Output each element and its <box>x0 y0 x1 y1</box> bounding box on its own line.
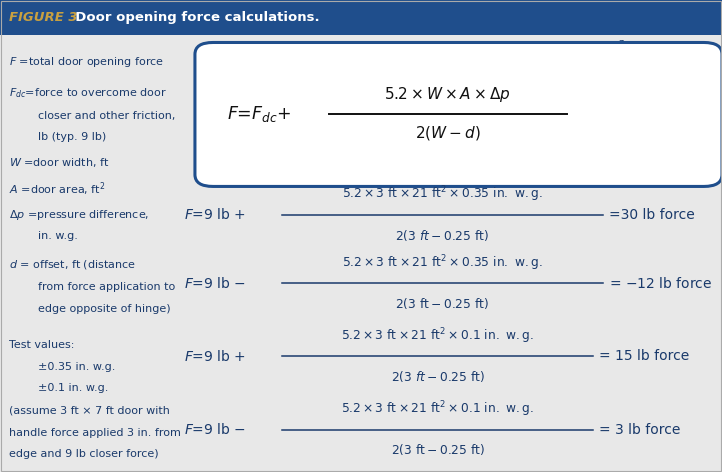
Text: Test values:: Test values: <box>9 339 74 350</box>
Text: from force application to: from force application to <box>38 282 175 292</box>
Text: $5.2\times 3\ \mathrm{ft}\times 21\ \mathrm{ft}^2\times 0.1\ \mathrm{in.\ w.g.}$: $5.2\times 3\ \mathrm{ft}\times 21\ \mat… <box>341 326 534 346</box>
Text: ±0.1 in. w.g.: ±0.1 in. w.g. <box>38 383 108 393</box>
Text: $\mathit{F}$=9 lb $+$: $\mathit{F}$=9 lb $+$ <box>184 207 246 222</box>
Text: $\mathit{W}$ =door width, ft: $\mathit{W}$ =door width, ft <box>9 156 109 169</box>
Text: (assume 3 ft × 7 ft door with: (assume 3 ft × 7 ft door with <box>9 405 170 416</box>
Text: $\mathit{F}$=9 lb $+$: $\mathit{F}$=9 lb $+$ <box>184 349 246 364</box>
Text: $\mathit{F}_{dc}$=force to overcome door: $\mathit{F}_{dc}$=force to overcome door <box>9 86 167 100</box>
FancyBboxPatch shape <box>195 42 722 186</box>
FancyBboxPatch shape <box>0 0 722 35</box>
Text: handle force applied 3 in. from: handle force applied 3 in. from <box>9 428 180 438</box>
Text: = 15 lb force: = 15 lb force <box>599 349 690 363</box>
Text: $2(\mathit{W}-d)$: $2(\mathit{W}-d)$ <box>414 124 481 142</box>
Text: $2(3\ \mathit{ft}-0.25\ \mathrm{ft})$: $2(3\ \mathit{ft}-0.25\ \mathrm{ft})$ <box>395 228 489 243</box>
Text: = $-$12 lb force: = $-$12 lb force <box>609 276 712 291</box>
Text: $\mathit{F}$=9 lb $-$: $\mathit{F}$=9 lb $-$ <box>184 422 246 437</box>
Text: $2(3\ \mathrm{ft}-0.25\ \mathrm{ft})$: $2(3\ \mathrm{ft}-0.25\ \mathrm{ft})$ <box>395 296 489 311</box>
Text: FIGURE 3: FIGURE 3 <box>9 11 78 24</box>
Text: 2019 ASHRAE Handbook–HVAC Applications: 2019 ASHRAE Handbook–HVAC Applications <box>220 44 466 55</box>
Text: edge and 9 lb closer force): edge and 9 lb closer force) <box>9 449 158 459</box>
Text: $5.2\times 3\ \mathrm{ft}\times 21\ \mathrm{ft}^2\times 0.35\ \mathrm{in.\ w.g.}: $5.2\times 3\ \mathrm{ft}\times 21\ \mat… <box>342 253 542 273</box>
Text: $5.2\times 3\ \mathrm{ft}\times 21\ \mathrm{ft}^2\times 0.35\ \mathrm{in.\ w.g.}: $5.2\times 3\ \mathrm{ft}\times 21\ \mat… <box>342 185 542 204</box>
Text: closer and other friction,: closer and other friction, <box>38 110 175 121</box>
Text: $\mathit{F}$ =total door opening force: $\mathit{F}$ =total door opening force <box>9 55 164 69</box>
Text: in. w.g.: in. w.g. <box>38 231 77 241</box>
Text: $\mathit{A}$ =door area, ft$^2$: $\mathit{A}$ =door area, ft$^2$ <box>9 180 105 198</box>
Text: $\mathit{d}$ = offset, ft (distance: $\mathit{d}$ = offset, ft (distance <box>9 258 136 271</box>
Text: $2(3\ \mathrm{ft}-0.25\ \mathrm{ft})$: $2(3\ \mathrm{ft}-0.25\ \mathrm{ft})$ <box>391 442 484 457</box>
Text: $\mathit{F}$=$\mathit{F}_{dc}$+: $\mathit{F}$=$\mathit{F}_{dc}$+ <box>227 104 292 124</box>
Text: , Chap. 54, Equation 9: , Chap. 54, Equation 9 <box>505 44 630 55</box>
Text: $5.2\times 3\ \mathrm{ft}\times 21\ \mathrm{ft}^2\times 0.1\ \mathrm{in.\ w.g.}$: $5.2\times 3\ \mathrm{ft}\times 21\ \mat… <box>341 399 534 419</box>
Text: = 3 lb force: = 3 lb force <box>599 422 681 437</box>
Text: =30 lb force: =30 lb force <box>609 208 695 222</box>
Text: $5.2\times \mathit{W}\times \mathit{A}\times \mathit{\Delta p}$: $5.2\times \mathit{W}\times \mathit{A}\t… <box>384 85 511 104</box>
Text: 7: 7 <box>619 40 624 50</box>
Text: edge opposite of hinge): edge opposite of hinge) <box>38 304 170 314</box>
Text: $2(3\ \mathit{ft}-0.25\ \mathrm{ft})$: $2(3\ \mathit{ft}-0.25\ \mathrm{ft})$ <box>391 369 484 384</box>
Text: lb (typ. 9 lb): lb (typ. 9 lb) <box>38 132 106 142</box>
Text: Door opening force calculations.: Door opening force calculations. <box>66 11 320 24</box>
Text: ±0.35 in. w.g.: ±0.35 in. w.g. <box>38 362 115 372</box>
Text: $\mathit{F}$=9 lb $-$: $\mathit{F}$=9 lb $-$ <box>184 276 246 291</box>
Text: $\mathit{\Delta p}$ =pressure difference,: $\mathit{\Delta p}$ =pressure difference… <box>9 208 149 222</box>
